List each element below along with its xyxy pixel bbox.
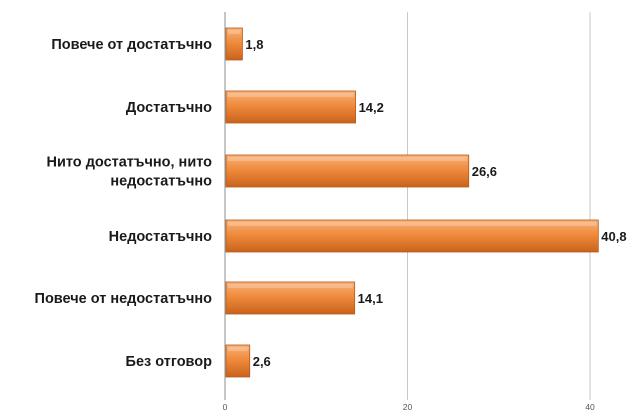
bar-group: [225, 281, 356, 315]
bar-highlight: [228, 157, 467, 161]
category-label: Достатъчно: [126, 100, 212, 116]
category-label-line: недостатъчно: [110, 174, 212, 190]
x-tick-label: 20: [403, 402, 413, 412]
bar-group: [225, 90, 356, 124]
category-label-line: Достатъчно: [126, 100, 212, 116]
category-labels: Повече от достатъчно Достатъчно Нито доста…: [35, 37, 213, 370]
value-label: 26,6: [472, 164, 497, 179]
category-label-line: Без отговор: [126, 354, 213, 370]
bar-highlight: [228, 30, 241, 34]
gridlines: [224, 12, 591, 400]
bar-highlight: [228, 93, 354, 97]
bar: [225, 154, 470, 188]
value-label: 1,8: [245, 37, 263, 52]
bar-highlight: [228, 222, 597, 226]
bar: [225, 90, 356, 124]
bar-group: [225, 344, 251, 378]
bars: [225, 27, 599, 378]
category-label: Недостатъчно: [109, 229, 212, 245]
category-label: Повече от недостатъчно: [35, 291, 213, 307]
value-labels: 1,8 14,2 26,6 40,8 14,1 2,6: [245, 37, 626, 369]
category-label-line: Нито достатъчно, нито: [47, 155, 213, 171]
bar-group: [225, 154, 470, 188]
bar: [225, 281, 356, 315]
category-label-line: Повече от достатъчно: [51, 37, 212, 53]
value-label: 40,8: [601, 229, 626, 244]
bar-highlight: [228, 347, 248, 351]
x-tick-label: 40: [585, 402, 595, 412]
bar-group: [225, 27, 243, 61]
value-label: 14,1: [358, 291, 383, 306]
category-label-line: Недостатъчно: [109, 229, 212, 245]
bar-highlight: [228, 284, 353, 288]
bar: [225, 344, 251, 378]
bar: [225, 27, 243, 61]
category-label: Без отговор: [126, 354, 213, 370]
x-tick-label: 0: [223, 402, 228, 412]
category-label: Повече от достатъчно: [51, 37, 212, 53]
value-label: 14,2: [359, 100, 384, 115]
value-label: 2,6: [253, 354, 271, 369]
bar-group: [225, 219, 599, 253]
category-label-line: Повече от недостатъчно: [35, 291, 213, 307]
category-label: Нито достатъчно, нито недостатъчно: [47, 155, 213, 190]
x-axis-ticks: 0 20 40: [223, 402, 595, 412]
bar: [225, 219, 599, 253]
